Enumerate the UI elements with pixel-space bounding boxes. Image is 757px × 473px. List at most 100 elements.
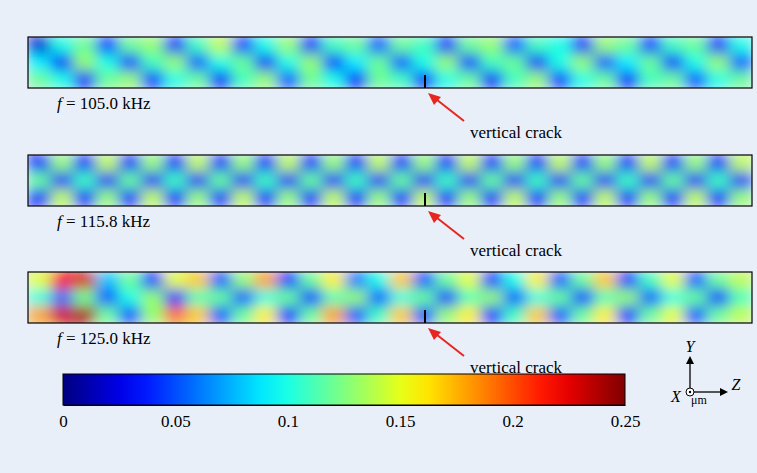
field-cell: [684, 272, 707, 290]
field-cell: [639, 54, 662, 72]
field-cell: [209, 54, 232, 72]
frequency-label: f = 105.0 kHz: [57, 94, 151, 113]
field-cell: [254, 272, 277, 290]
field-cell: [277, 71, 300, 88]
field-cell: [345, 306, 368, 323]
field-cell: [684, 54, 707, 72]
field-cell: [277, 155, 300, 173]
field-cell: [481, 272, 504, 290]
field-cell: [526, 155, 549, 173]
field-cell: [345, 172, 368, 190]
field-cell: [662, 155, 685, 173]
field-cell: [729, 306, 752, 323]
field-cell: [232, 272, 255, 290]
field-cell: [729, 289, 752, 307]
field-cell: [186, 272, 209, 290]
field-cell: [345, 189, 368, 206]
triad-label: X: [670, 388, 682, 405]
field-cell: [481, 54, 504, 72]
field-cell: [254, 306, 277, 323]
field-cell: [707, 71, 730, 88]
field-cell: [684, 306, 707, 323]
field-cell: [232, 306, 255, 323]
field-cell: [277, 306, 300, 323]
tick: 0.15: [386, 405, 416, 431]
field-cell: [141, 37, 164, 55]
field-cell: [367, 71, 390, 88]
field-cell: [390, 272, 413, 290]
field-cell: [232, 37, 255, 55]
field-cell: [186, 71, 209, 88]
field-cell: [322, 172, 345, 190]
field-cell: [119, 155, 142, 173]
tick-label: 0.15: [386, 412, 416, 431]
arrow-head: [428, 328, 441, 340]
field-cell: [277, 272, 300, 290]
field-cell: [503, 189, 526, 206]
field-panel: [28, 272, 752, 323]
field-cell: [28, 289, 51, 307]
colorbar-axis: 00.050.10.150.20.25: [59, 405, 640, 431]
field-cell: [662, 37, 685, 55]
field-cell: [594, 289, 617, 307]
field-cell: [28, 272, 51, 290]
field-cell: [707, 306, 730, 323]
field-cell: [345, 289, 368, 307]
field-cell: [141, 306, 164, 323]
field-cell: [684, 172, 707, 190]
triad-label: μm: [691, 393, 707, 407]
field-cell: [141, 172, 164, 190]
field-cell: [390, 289, 413, 307]
field-cell: [73, 306, 96, 323]
panel-frame: [28, 272, 752, 323]
field-cell: [548, 272, 571, 290]
field-cell: [300, 54, 323, 72]
field-cell: [209, 71, 232, 88]
field-cell: [254, 37, 277, 55]
field-cell: [435, 189, 458, 206]
field-cell: [164, 172, 187, 190]
field-cell: [639, 37, 662, 55]
field-cell: [548, 306, 571, 323]
field-cell: [119, 289, 142, 307]
field-cell: [277, 54, 300, 72]
field-cell: [548, 189, 571, 206]
field-cell: [254, 289, 277, 307]
field-cell: [413, 289, 436, 307]
field-cell: [209, 189, 232, 206]
field-cell: [639, 189, 662, 206]
field-cell: [51, 189, 74, 206]
field-cell: [164, 289, 187, 307]
triad-arrow: [686, 356, 694, 364]
field-cell: [300, 155, 323, 173]
tick: 0.1: [278, 405, 299, 431]
field-cell: [232, 289, 255, 307]
field-cell: [458, 37, 481, 55]
field-cell: [639, 289, 662, 307]
field-cell: [300, 172, 323, 190]
arrow-head: [428, 211, 441, 223]
field-cell: [458, 71, 481, 88]
field-cell: [73, 172, 96, 190]
crack: [424, 75, 426, 88]
field-cell: [186, 172, 209, 190]
field-cell: [684, 71, 707, 88]
field-cell: [96, 71, 119, 88]
tick-label: 0.2: [502, 412, 523, 431]
field-cell: [684, 155, 707, 173]
field-cell: [435, 272, 458, 290]
field-cell: [141, 54, 164, 72]
field-cell: [548, 155, 571, 173]
field-cell: [503, 289, 526, 307]
field-cell: [729, 37, 752, 55]
field-cell: [119, 54, 142, 72]
field-cell: [164, 189, 187, 206]
field-cell: [322, 272, 345, 290]
field-cell: [458, 54, 481, 72]
field-cell: [367, 54, 390, 72]
field-cell: [96, 172, 119, 190]
field-cell: [209, 172, 232, 190]
field-cell: [28, 37, 51, 55]
field-cell: [707, 54, 730, 72]
field-cell: [503, 54, 526, 72]
